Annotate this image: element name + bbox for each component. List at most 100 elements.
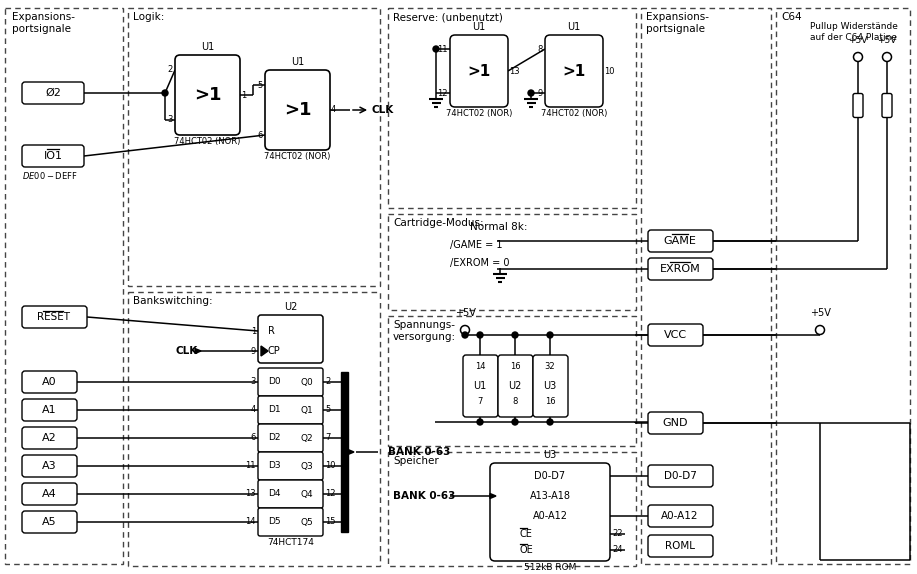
Polygon shape xyxy=(195,348,201,354)
Text: 13: 13 xyxy=(509,67,520,76)
Text: 11: 11 xyxy=(437,45,448,53)
Text: Normal 8k:: Normal 8k: xyxy=(470,222,527,232)
Text: 74HCT02 (NOR): 74HCT02 (NOR) xyxy=(446,109,513,118)
Text: Cartridge-Modus:: Cartridge-Modus: xyxy=(393,218,483,228)
FancyBboxPatch shape xyxy=(22,306,87,328)
FancyBboxPatch shape xyxy=(498,355,533,417)
Text: 24: 24 xyxy=(612,545,623,554)
Text: U3: U3 xyxy=(544,381,557,391)
Text: Q4: Q4 xyxy=(301,490,313,498)
Text: +5V: +5V xyxy=(848,36,867,45)
Text: IO1: IO1 xyxy=(43,151,62,161)
Text: 32: 32 xyxy=(545,362,556,371)
Text: D4: D4 xyxy=(268,490,281,498)
Text: 74HCT02 (NOR): 74HCT02 (NOR) xyxy=(264,152,331,161)
Text: R: R xyxy=(268,326,275,336)
FancyBboxPatch shape xyxy=(258,452,323,480)
Text: 74HCT02 (NOR): 74HCT02 (NOR) xyxy=(541,109,607,118)
Text: A1: A1 xyxy=(41,405,56,415)
Text: 2: 2 xyxy=(168,65,173,75)
Text: +5V: +5V xyxy=(810,308,831,318)
Text: OE: OE xyxy=(520,545,534,555)
Bar xyxy=(641,8,771,564)
Text: Reserve: (unbenutzt): Reserve: (unbenutzt) xyxy=(393,12,503,22)
Text: Q1: Q1 xyxy=(300,405,313,414)
Text: U1: U1 xyxy=(201,42,215,52)
Text: D2: D2 xyxy=(268,433,281,443)
Bar xyxy=(388,452,636,566)
Text: Spannungs-
versorgung:: Spannungs- versorgung: xyxy=(393,320,456,343)
Circle shape xyxy=(512,332,518,338)
Text: 4: 4 xyxy=(250,405,256,414)
Text: CE: CE xyxy=(520,529,533,539)
Text: 16: 16 xyxy=(545,397,556,406)
Text: U3: U3 xyxy=(544,450,557,460)
Text: U2: U2 xyxy=(284,302,297,312)
FancyBboxPatch shape xyxy=(22,145,84,167)
Text: 1: 1 xyxy=(250,327,256,335)
Text: Bankswitching:: Bankswitching: xyxy=(133,296,213,306)
Text: $DE00-$DEFF: $DE00-$DEFF xyxy=(22,170,78,181)
Text: U1: U1 xyxy=(473,381,487,391)
Circle shape xyxy=(528,90,534,96)
FancyBboxPatch shape xyxy=(853,94,863,118)
Text: A0: A0 xyxy=(41,377,56,387)
Text: A2: A2 xyxy=(41,433,56,443)
Text: D0-D7: D0-D7 xyxy=(664,471,696,481)
Text: 512kB ROM
903327: 512kB ROM 903327 xyxy=(524,563,576,574)
Text: >1: >1 xyxy=(468,64,491,79)
FancyBboxPatch shape xyxy=(648,535,713,557)
FancyBboxPatch shape xyxy=(22,399,77,421)
Text: U1: U1 xyxy=(472,22,486,32)
Text: 3: 3 xyxy=(250,378,256,386)
FancyBboxPatch shape xyxy=(648,324,703,346)
FancyBboxPatch shape xyxy=(463,355,498,417)
Text: Q3: Q3 xyxy=(300,461,313,471)
Text: Pullup Widerstände
auf der C64 Platine: Pullup Widerstände auf der C64 Platine xyxy=(810,22,898,42)
Bar xyxy=(388,8,636,208)
Text: U2: U2 xyxy=(508,381,522,391)
Text: A0-A12: A0-A12 xyxy=(533,511,568,521)
FancyBboxPatch shape xyxy=(265,70,330,150)
Text: Logik:: Logik: xyxy=(133,12,164,22)
Text: 6: 6 xyxy=(250,433,256,443)
Text: 6: 6 xyxy=(258,130,263,139)
Text: 11: 11 xyxy=(246,461,256,471)
Text: 10: 10 xyxy=(604,67,614,76)
FancyBboxPatch shape xyxy=(533,355,568,417)
FancyBboxPatch shape xyxy=(258,480,323,508)
FancyBboxPatch shape xyxy=(648,465,713,487)
Text: 5: 5 xyxy=(325,405,330,414)
Text: EXROM: EXROM xyxy=(659,264,701,274)
Text: A5: A5 xyxy=(41,517,56,527)
Text: 7: 7 xyxy=(478,397,482,406)
Text: C64: C64 xyxy=(781,12,801,22)
Bar xyxy=(388,214,636,310)
FancyBboxPatch shape xyxy=(22,455,77,477)
Text: 9: 9 xyxy=(250,347,256,355)
Text: 14: 14 xyxy=(246,518,256,526)
Text: CLK: CLK xyxy=(372,105,394,115)
Text: 9: 9 xyxy=(537,88,543,98)
Text: CLK: CLK xyxy=(175,346,197,356)
FancyBboxPatch shape xyxy=(22,427,77,449)
FancyBboxPatch shape xyxy=(648,230,713,252)
Text: D5: D5 xyxy=(268,518,281,526)
Circle shape xyxy=(547,332,553,338)
Polygon shape xyxy=(490,494,496,498)
Text: 13: 13 xyxy=(246,490,256,498)
Text: GAME: GAME xyxy=(664,236,696,246)
Text: 74HCT174: 74HCT174 xyxy=(267,538,314,547)
Circle shape xyxy=(547,419,553,425)
Text: 14: 14 xyxy=(475,362,485,371)
Bar xyxy=(128,292,380,566)
Bar xyxy=(5,8,123,564)
Text: +5V: +5V xyxy=(455,308,475,318)
Text: Expansions-
portsignale: Expansions- portsignale xyxy=(12,12,75,34)
Text: Q5: Q5 xyxy=(300,518,313,526)
FancyBboxPatch shape xyxy=(258,396,323,424)
Text: D3: D3 xyxy=(268,461,281,471)
Text: BANK 0-63: BANK 0-63 xyxy=(388,447,450,457)
Text: 2: 2 xyxy=(325,378,330,386)
Circle shape xyxy=(477,332,483,338)
